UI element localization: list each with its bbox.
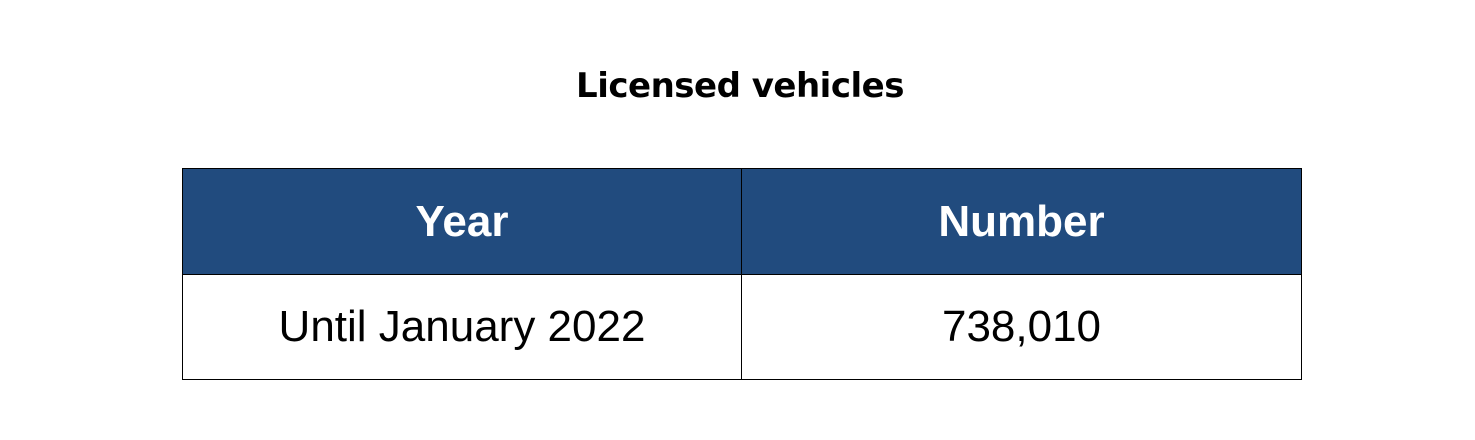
column-header-year: Year [182, 168, 742, 275]
cell-year: Until January 2022 [182, 274, 742, 380]
cell-number: 738,010 [741, 274, 1302, 380]
vehicles-table: Year Number Until January 2022 738,010 [182, 168, 1302, 380]
page-title: Licensed vehicles [576, 66, 904, 106]
table-row: Until January 2022 738,010 [182, 274, 1302, 380]
table-header-row: Year Number [182, 168, 1302, 275]
column-header-number: Number [741, 168, 1302, 275]
